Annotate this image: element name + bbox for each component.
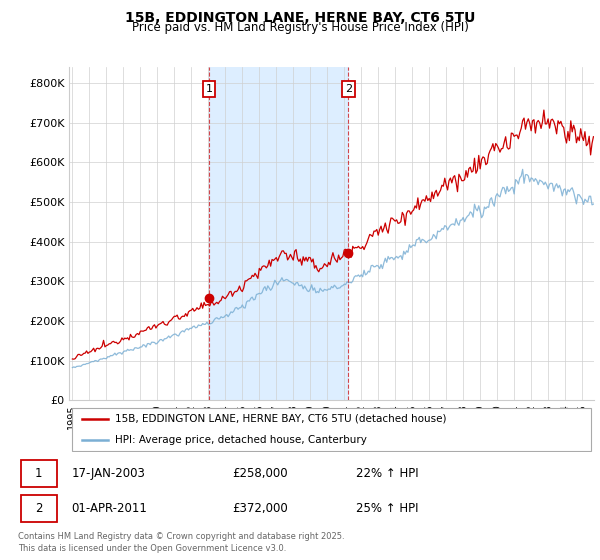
Text: 2: 2 <box>345 84 352 94</box>
Text: 2: 2 <box>35 502 43 515</box>
FancyBboxPatch shape <box>21 495 58 522</box>
Bar <box>209 67 349 400</box>
Text: Price paid vs. HM Land Registry's House Price Index (HPI): Price paid vs. HM Land Registry's House … <box>131 21 469 34</box>
Text: 01-APR-2011: 01-APR-2011 <box>71 502 148 515</box>
FancyBboxPatch shape <box>71 408 592 451</box>
Text: 17-JAN-2003: 17-JAN-2003 <box>71 467 145 480</box>
Text: 1: 1 <box>206 84 212 94</box>
Text: HPI: Average price, detached house, Canterbury: HPI: Average price, detached house, Cant… <box>115 435 367 445</box>
Text: £372,000: £372,000 <box>232 502 288 515</box>
Text: 1: 1 <box>35 467 43 480</box>
Text: £258,000: £258,000 <box>232 467 288 480</box>
Text: 15B, EDDINGTON LANE, HERNE BAY, CT6 5TU: 15B, EDDINGTON LANE, HERNE BAY, CT6 5TU <box>125 11 475 25</box>
FancyBboxPatch shape <box>21 460 58 487</box>
Text: 15B, EDDINGTON LANE, HERNE BAY, CT6 5TU (detached house): 15B, EDDINGTON LANE, HERNE BAY, CT6 5TU … <box>115 414 446 424</box>
Text: 22% ↑ HPI: 22% ↑ HPI <box>356 467 419 480</box>
Text: 25% ↑ HPI: 25% ↑ HPI <box>356 502 419 515</box>
Text: Contains HM Land Registry data © Crown copyright and database right 2025.
This d: Contains HM Land Registry data © Crown c… <box>18 532 344 553</box>
